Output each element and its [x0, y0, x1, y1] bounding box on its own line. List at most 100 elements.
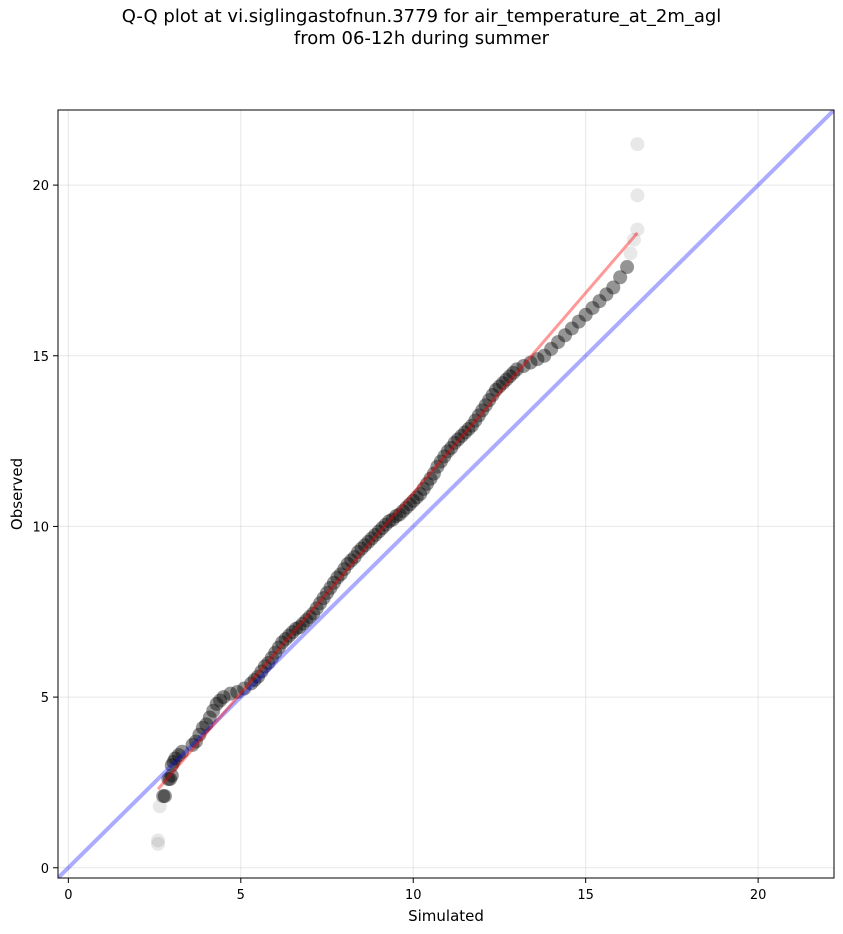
- y-axis-label: Observed: [8, 458, 26, 530]
- data-point: [185, 737, 200, 752]
- data-point: [168, 751, 183, 766]
- data-point: [423, 471, 438, 486]
- data-point: [454, 428, 469, 443]
- data-point: [357, 538, 372, 553]
- data-point: [340, 556, 355, 571]
- data-point: [382, 514, 397, 529]
- data-point: [571, 314, 586, 329]
- chart-title: Q-Q plot at vi.siglingastofnun.3779 for …: [0, 6, 843, 50]
- data-point: [161, 772, 176, 787]
- data-point: [551, 335, 566, 350]
- x-axis-label: Simulated: [408, 907, 484, 925]
- data-point: [326, 575, 341, 590]
- y-tick-label: 10: [32, 520, 49, 535]
- data-point: [337, 562, 352, 577]
- data-point: [430, 459, 445, 474]
- data-point: [626, 232, 641, 247]
- data-point: [316, 591, 331, 606]
- data-point: [216, 690, 231, 705]
- data-point: [347, 550, 362, 565]
- data-point: [323, 580, 338, 595]
- plot-frame: [57, 109, 835, 879]
- data-point: [406, 493, 421, 508]
- data-point: [426, 466, 441, 481]
- data-point: [392, 507, 407, 522]
- data-point: [188, 734, 203, 749]
- data-point: [475, 403, 490, 418]
- data-point: [399, 500, 414, 515]
- data-point: [578, 307, 593, 322]
- data-point: [251, 669, 266, 684]
- data-point: [433, 454, 448, 469]
- chart-title-line-2: from 06-12h during summer: [293, 28, 550, 49]
- data-point: [489, 382, 504, 397]
- data-point: [320, 585, 335, 600]
- data-point: [457, 425, 472, 440]
- data-point: [437, 449, 452, 464]
- data-point: [537, 348, 552, 363]
- data-point: [206, 703, 221, 718]
- data-point: [166, 754, 181, 769]
- data-point: [302, 609, 317, 624]
- data-point: [420, 476, 435, 491]
- identity-line: [58, 110, 834, 878]
- x-tick-label: 15: [577, 888, 594, 903]
- data-point: [295, 616, 310, 631]
- data-point: [495, 376, 510, 391]
- data-point: [388, 509, 403, 524]
- data-point: [275, 635, 290, 650]
- data-point: [202, 710, 217, 725]
- data-point: [461, 422, 476, 437]
- x-tick-label: 0: [64, 888, 72, 903]
- data-point: [402, 497, 417, 512]
- data-point: [544, 341, 559, 356]
- y-tick-label: 20: [32, 179, 49, 194]
- chart-title-line-1: Q-Q plot at vi.siglingastofnun.3779 for …: [121, 6, 722, 27]
- data-point: [361, 534, 376, 549]
- data-point: [416, 481, 431, 496]
- data-point: [257, 659, 272, 674]
- data-point: [499, 372, 514, 387]
- data-point: [585, 300, 600, 315]
- data-point: [261, 655, 276, 670]
- data-point: [344, 553, 359, 568]
- data-point: [530, 352, 545, 367]
- data-point: [299, 613, 314, 628]
- data-point: [230, 684, 245, 699]
- data-point: [620, 260, 635, 275]
- data-point: [492, 379, 507, 394]
- data-point: [163, 772, 178, 787]
- data-point: [164, 758, 179, 773]
- data-point: [195, 720, 210, 735]
- data-point: [478, 398, 493, 413]
- data-point: [330, 570, 345, 585]
- data-point: [309, 601, 324, 616]
- data-point: [371, 524, 386, 539]
- grid: [58, 110, 834, 878]
- data-point: [630, 222, 645, 237]
- data-point: [175, 744, 190, 759]
- axis-ticks: 0 5 10 15 20 0 5 10 15 20: [32, 179, 766, 903]
- data-point: [278, 632, 293, 647]
- data-point: [613, 270, 628, 285]
- data-point: [271, 640, 286, 655]
- data-point: [171, 748, 186, 763]
- data-point: [156, 789, 171, 804]
- data-point: [451, 432, 466, 447]
- data-point: [285, 625, 300, 640]
- data-point: [444, 440, 459, 455]
- data-point: [333, 567, 348, 582]
- reference-lines: [58, 110, 834, 878]
- data-point: [368, 527, 383, 542]
- x-tick-label: 5: [237, 888, 245, 903]
- data-point: [264, 650, 279, 665]
- data-point: [409, 490, 424, 505]
- data-point: [151, 836, 166, 851]
- data-point: [509, 362, 524, 377]
- data-point: [592, 294, 607, 309]
- data-point: [606, 280, 621, 295]
- data-point: [313, 596, 328, 611]
- fit-line: [156, 231, 639, 791]
- data-point: [268, 645, 283, 660]
- data-point: [506, 365, 521, 380]
